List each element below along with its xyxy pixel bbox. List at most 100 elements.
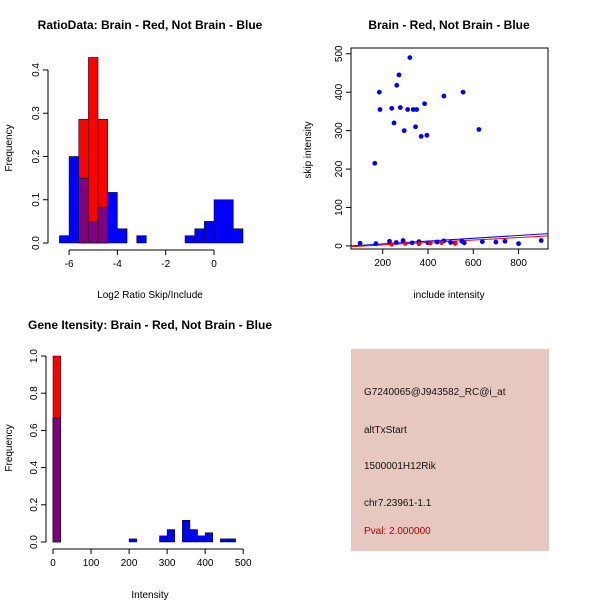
- scatter-blue-point: [396, 72, 402, 78]
- intensity-histogram-panel: Gene Itensity: Brain - Red, Not Brain - …: [4, 318, 272, 600]
- ratio-y-tick-label: 0.2: [31, 149, 42, 163]
- intensity-blue-bar: [220, 538, 229, 543]
- intensity-y-tick-label: 0.6: [29, 423, 40, 437]
- scatter-red-point: [428, 241, 433, 246]
- intensity-overlap-bar: [52, 417, 61, 543]
- scatter-x-tick-label: 600: [465, 258, 482, 269]
- probe-id-text: G7240065@J943582_RC@i_at: [364, 387, 506, 398]
- scatter-blue-point: [357, 240, 363, 246]
- intensity-x-tick-label: 500: [235, 558, 252, 569]
- scatter-blue-point: [409, 240, 415, 246]
- scatter-blue-point: [372, 160, 378, 166]
- scatter-blue-point: [479, 239, 485, 245]
- ratio-y-tick-label: 0.1: [31, 192, 42, 206]
- location-text: chr7.23961-1.1: [364, 498, 432, 509]
- scatter-blue-point: [405, 107, 411, 112]
- scatter-chart-title: Brain - Red, Not Brain - Blue: [368, 18, 530, 32]
- ratio-blue-bar: [117, 228, 128, 244]
- scatter-red-point: [416, 241, 422, 247]
- ratio-x-tick-label: -4: [113, 259, 122, 270]
- ratio-y-tick-label: 0.4: [31, 63, 42, 77]
- ratio-x-tick-label: -2: [161, 259, 170, 270]
- scatter-blue-point: [414, 107, 420, 112]
- scatter-blue-point: [393, 240, 399, 245]
- ratio-x-tick-label: 0: [211, 259, 217, 270]
- scatter-blue-point: [377, 107, 383, 112]
- scatter-blue-point: [410, 107, 416, 112]
- scatter-blue-point: [401, 128, 407, 134]
- scatter-plot-area: 200 400 600 800 0 100 200 300 400 500: [334, 45, 549, 269]
- scatter-x-tick-label: 200: [374, 258, 391, 269]
- scatter-red-point: [439, 240, 444, 246]
- scatter-blue-point: [407, 55, 413, 61]
- intensity-y-tick-label: 0.8: [29, 386, 40, 400]
- scatter-blue-point: [424, 132, 430, 138]
- gene-name-text: 1500001H12Rik: [364, 461, 436, 472]
- scatter-blue-point: [376, 89, 382, 95]
- scatter-blue-point: [516, 241, 521, 247]
- scatter-blue-point: [476, 127, 482, 132]
- intensity-blue-bar: [182, 519, 191, 543]
- scatter-y-tick-label: 0: [334, 243, 345, 249]
- info-panel: G7240065@J943582_RC@i_at altTxStart 1500…: [351, 349, 549, 551]
- scatter-blue-point: [434, 239, 440, 245]
- scatter-blue-point: [538, 238, 544, 243]
- intensity-blue-bar: [189, 529, 198, 543]
- scatter-blue-fit-line: [350, 233, 549, 247]
- intensity-blue-bar: [204, 532, 214, 543]
- intensity-blue-bar: [197, 535, 206, 543]
- intensity-x-tick-label: 400: [197, 558, 214, 569]
- scatter-blue-point: [502, 238, 508, 244]
- ratio-x-tick-label: -6: [65, 259, 74, 270]
- scatter-blue-point: [418, 133, 424, 139]
- intensity-plot-area: 0 100 200 300 400 500 0.0 0.2 0.4 0.6 0.8 1.0: [29, 349, 252, 569]
- ratio-blue-bar: [233, 228, 244, 244]
- scatter-y-tick-label: 300: [334, 122, 345, 139]
- scatter-red-point: [403, 241, 408, 246]
- scatter-y-axis-label: skip intensity: [303, 121, 314, 178]
- ratio-overlap-bar: [97, 206, 108, 244]
- intensity-blue-bar: [128, 538, 137, 543]
- intensity-x-tick-label: 300: [159, 558, 176, 569]
- ratio-y-axis-label: Frequency: [4, 124, 15, 171]
- event-type-text: altTxStart: [364, 425, 407, 436]
- intensity-chart-title: Gene Itensity: Brain - Red, Not Brain - …: [28, 318, 272, 332]
- ratio-blue-bar: [59, 235, 70, 244]
- ratio-histogram-panel: RatioData: Brain - Red, Not Brain - Blue…: [4, 18, 263, 301]
- scatter-red-point: [389, 242, 394, 247]
- ratio-blue-bar: [184, 235, 195, 244]
- scatter-blue-point: [391, 120, 397, 126]
- ratio-plot-area: -6 -4 -2 0 0.0 0.1 0.2 0.3 0.4: [31, 57, 244, 270]
- pval-text: Pval: 2.000000: [364, 526, 431, 537]
- ratio-blue-bar: [68, 156, 79, 244]
- ratio-blue-bar: [194, 228, 205, 244]
- scatter-red-point: [452, 241, 458, 246]
- scatter-y-tick-label: 400: [334, 83, 345, 100]
- ratio-overlap-bar: [88, 221, 99, 244]
- scatter-panel: Brain - Red, Not Brain - Blue 200 400 600 8…: [303, 18, 549, 301]
- scatter-x-tick-label: 400: [420, 258, 437, 269]
- intensity-blue-bar: [159, 535, 168, 543]
- scatter-blue-point: [397, 105, 403, 110]
- intensity-y-tick-label: 0.4: [29, 460, 40, 474]
- ratio-blue-bar: [223, 199, 234, 244]
- scatter-x-axis-label: include intensity: [413, 290, 484, 301]
- scatter-blue-point: [389, 105, 395, 111]
- ratio-chart-title: RatioData: Brain - Red, Not Brain - Blue: [38, 18, 263, 32]
- scatter-y-tick-label: 500: [334, 45, 345, 62]
- intensity-y-axis-label: Frequency: [4, 424, 15, 471]
- intensity-blue-bar: [227, 538, 236, 543]
- intensity-x-axis-label: Intensity: [131, 590, 168, 600]
- ratio-blue-bar: [204, 221, 215, 244]
- scatter-blue-point: [394, 82, 400, 88]
- intensity-y-tick-label: 0.2: [29, 497, 40, 511]
- ratio-x-axis-label: Log2 Ratio Skip/Include: [97, 290, 203, 301]
- scatter-blue-point: [493, 239, 499, 245]
- ratio-blue-bar: [107, 192, 118, 244]
- scatter-y-tick-label: 100: [334, 199, 345, 216]
- scatter-plot-box: [350, 47, 549, 250]
- intensity-x-tick-label: 100: [83, 558, 100, 569]
- intensity-y-tick-label: 0.0: [29, 535, 40, 549]
- scatter-blue-point: [461, 240, 467, 246]
